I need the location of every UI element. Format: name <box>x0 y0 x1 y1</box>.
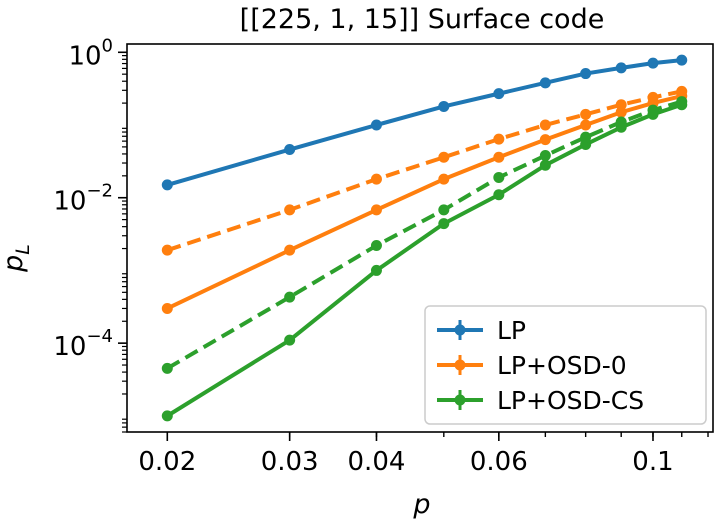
data-point <box>370 240 382 252</box>
plot-frame <box>126 43 714 433</box>
data-point <box>676 54 688 66</box>
data-point <box>438 100 450 112</box>
legend-marker <box>454 394 466 406</box>
data-point <box>580 68 592 80</box>
data-point <box>438 218 450 230</box>
data-point <box>438 151 450 163</box>
y-tick-label: 10−4 <box>53 326 113 362</box>
y-tick-exponent: −4 <box>86 326 113 347</box>
x-axis-label: p <box>412 489 430 520</box>
data-point <box>539 119 551 131</box>
data-point <box>580 108 592 120</box>
data-point <box>676 85 688 97</box>
y-tick-base: 10 <box>68 41 101 71</box>
x-tick-label: 0.1 <box>632 447 673 477</box>
series-4 <box>161 96 688 374</box>
data-point <box>161 410 173 422</box>
data-point <box>370 119 382 131</box>
data-point <box>438 173 450 185</box>
y-tick-base: 10 <box>53 187 86 217</box>
legend: LP LP+OSD-0 LP+OSD-CS <box>424 305 707 425</box>
y-tick-base: 10 <box>53 332 86 362</box>
legend-label: LP+OSD-0 <box>497 351 627 380</box>
data-point <box>493 88 505 100</box>
x-tick-label: 0.06 <box>470 447 528 477</box>
legend-marker <box>454 359 466 371</box>
data-point <box>493 151 505 163</box>
data-point <box>615 116 627 128</box>
legend-entry: LP+OSD-CS <box>437 386 644 415</box>
legend-marker <box>454 324 466 336</box>
data-point <box>370 204 382 216</box>
data-point <box>539 134 551 146</box>
series-line <box>166 94 683 311</box>
y-tick-exponent: −2 <box>86 181 113 202</box>
data-point <box>370 264 382 276</box>
data-point <box>493 171 505 183</box>
data-point <box>284 244 296 256</box>
data-point <box>580 131 592 143</box>
data-point <box>370 173 382 185</box>
data-point <box>539 150 551 162</box>
y-tick-label: 10−2 <box>53 181 113 217</box>
series-line <box>166 89 683 253</box>
data-point <box>284 291 296 303</box>
data-point <box>438 204 450 216</box>
legend-label: LP+OSD-CS <box>497 386 644 415</box>
data-point <box>284 334 296 346</box>
data-point <box>647 104 659 116</box>
data-point <box>539 77 551 89</box>
data-point <box>615 99 627 111</box>
y-axis-label: pL <box>0 244 34 273</box>
legend-entry: LP <box>437 316 526 345</box>
y-axis-label-subscript: L <box>12 244 34 255</box>
series-group <box>161 54 688 422</box>
data-point <box>615 62 627 74</box>
data-point <box>539 159 551 171</box>
data-point <box>284 204 296 216</box>
data-point <box>493 133 505 145</box>
data-point <box>284 144 296 156</box>
data-point <box>161 244 173 256</box>
data-point <box>647 91 659 103</box>
series-1 <box>161 90 688 314</box>
y-tick-exponent: 0 <box>102 35 113 56</box>
series-0 <box>161 54 688 191</box>
series-line <box>166 99 683 371</box>
data-point <box>647 57 659 69</box>
series-line <box>166 58 682 187</box>
y-tick-label: 100 <box>68 35 113 71</box>
data-point <box>161 179 173 191</box>
x-tick-label: 0.04 <box>348 447 406 477</box>
x-tick-label: 0.03 <box>261 447 319 477</box>
chart-title: [[225, 1, 15]] Surface code <box>240 4 605 35</box>
data-point <box>676 96 688 108</box>
legend-box <box>424 305 707 425</box>
data-point <box>161 362 173 374</box>
data-point <box>493 189 505 201</box>
data-point <box>161 302 173 314</box>
x-tick-label: 0.02 <box>138 447 196 477</box>
series-line <box>166 102 683 418</box>
series-2 <box>161 85 688 256</box>
legend-entry: LP+OSD-0 <box>437 351 627 380</box>
legend-label: LP <box>497 316 526 345</box>
data-point <box>580 119 592 131</box>
